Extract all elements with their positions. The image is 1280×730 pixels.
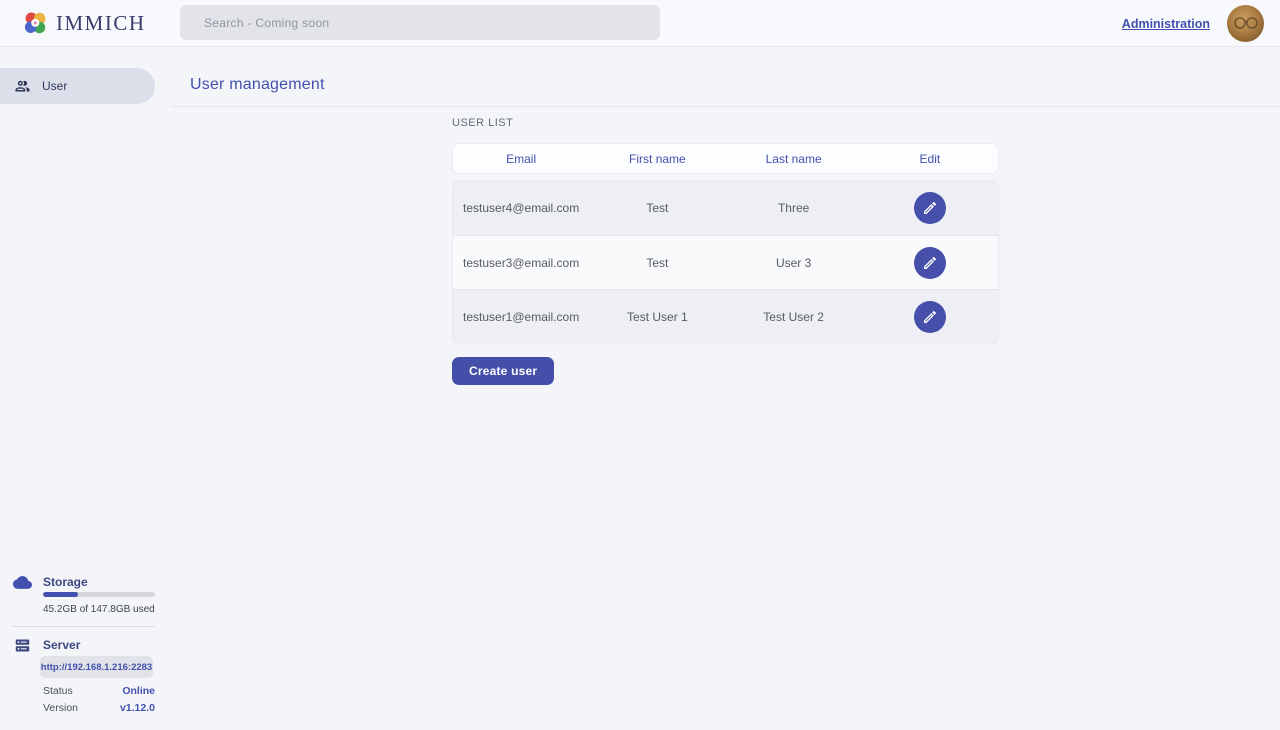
table-row: testuser4@email.com Test Three <box>453 181 998 235</box>
server-status-row: Status Online <box>43 685 155 697</box>
column-first-name: First name <box>629 151 686 166</box>
user-table-header: Email First name Last name Edit <box>452 143 999 174</box>
cloud-icon <box>13 576 32 589</box>
server-version-value: v1.12.0 <box>119 702 155 714</box>
cell-first-name: Test <box>646 255 669 270</box>
cell-email: testuser1@email.com <box>463 309 580 324</box>
table-row: testuser1@email.com Test User 1 Test Use… <box>453 289 998 343</box>
cell-first-name: Test <box>646 201 669 215</box>
top-right-actions: Administration <box>1122 0 1264 47</box>
edit-user-button[interactable] <box>913 192 946 224</box>
storage-progress-fill <box>43 592 78 597</box>
storage-progress-bar <box>43 592 155 597</box>
create-user-button[interactable]: Create user <box>452 357 555 385</box>
cell-email: testuser4@email.com <box>463 201 580 215</box>
column-email: Email <box>506 151 537 166</box>
storage-title: Storage <box>43 575 88 589</box>
server-version-row: Version v1.12.0 <box>43 702 155 714</box>
sidebar-footer-divider <box>12 626 155 627</box>
glasses-icon <box>1234 17 1258 29</box>
server-icon <box>15 639 30 652</box>
users-icon <box>15 80 30 91</box>
administration-link[interactable]: Administration <box>1121 16 1210 31</box>
user-table-body: testuser4@email.com Test Three testuser3… <box>452 180 999 344</box>
search-input[interactable] <box>180 5 660 40</box>
top-bar: IMMICH Administration <box>0 0 1280 47</box>
sidebar-item-user[interactable]: User <box>0 68 155 104</box>
edit-user-button[interactable] <box>913 246 946 279</box>
server-status-value: Online <box>122 685 155 697</box>
server-url-chip: http://192.168.1.216:2283 <box>40 656 153 678</box>
page-title: User management <box>190 76 325 93</box>
edit-user-button[interactable] <box>913 300 946 333</box>
storage-usage-text: 45.2GB of 147.8GB used <box>43 604 155 615</box>
cell-last-name: User 3 <box>775 255 812 270</box>
cell-last-name: Test User 2 <box>763 309 824 324</box>
user-list-label: USER LIST <box>452 117 514 129</box>
cell-first-name: Test User 1 <box>627 309 688 324</box>
sidebar-item-user-label: User <box>42 79 68 93</box>
pencil-icon <box>923 202 936 214</box>
server-title: Server <box>43 638 81 652</box>
column-edit: Edit <box>919 151 941 166</box>
pencil-icon <box>923 310 936 323</box>
user-avatar[interactable] <box>1227 5 1264 42</box>
brand-name: IMMICH <box>56 10 146 35</box>
server-version-label: Version <box>43 702 79 714</box>
title-divider <box>171 106 1280 107</box>
pencil-icon <box>923 256 936 269</box>
table-row: testuser3@email.com Test User 3 <box>453 235 998 289</box>
column-last-name: Last name <box>765 151 822 166</box>
cell-email: testuser3@email.com <box>463 255 580 270</box>
brand: IMMICH <box>22 9 146 37</box>
cell-last-name: Three <box>777 201 810 215</box>
server-status-label: Status <box>43 685 73 697</box>
immich-logo-icon <box>24 11 46 33</box>
